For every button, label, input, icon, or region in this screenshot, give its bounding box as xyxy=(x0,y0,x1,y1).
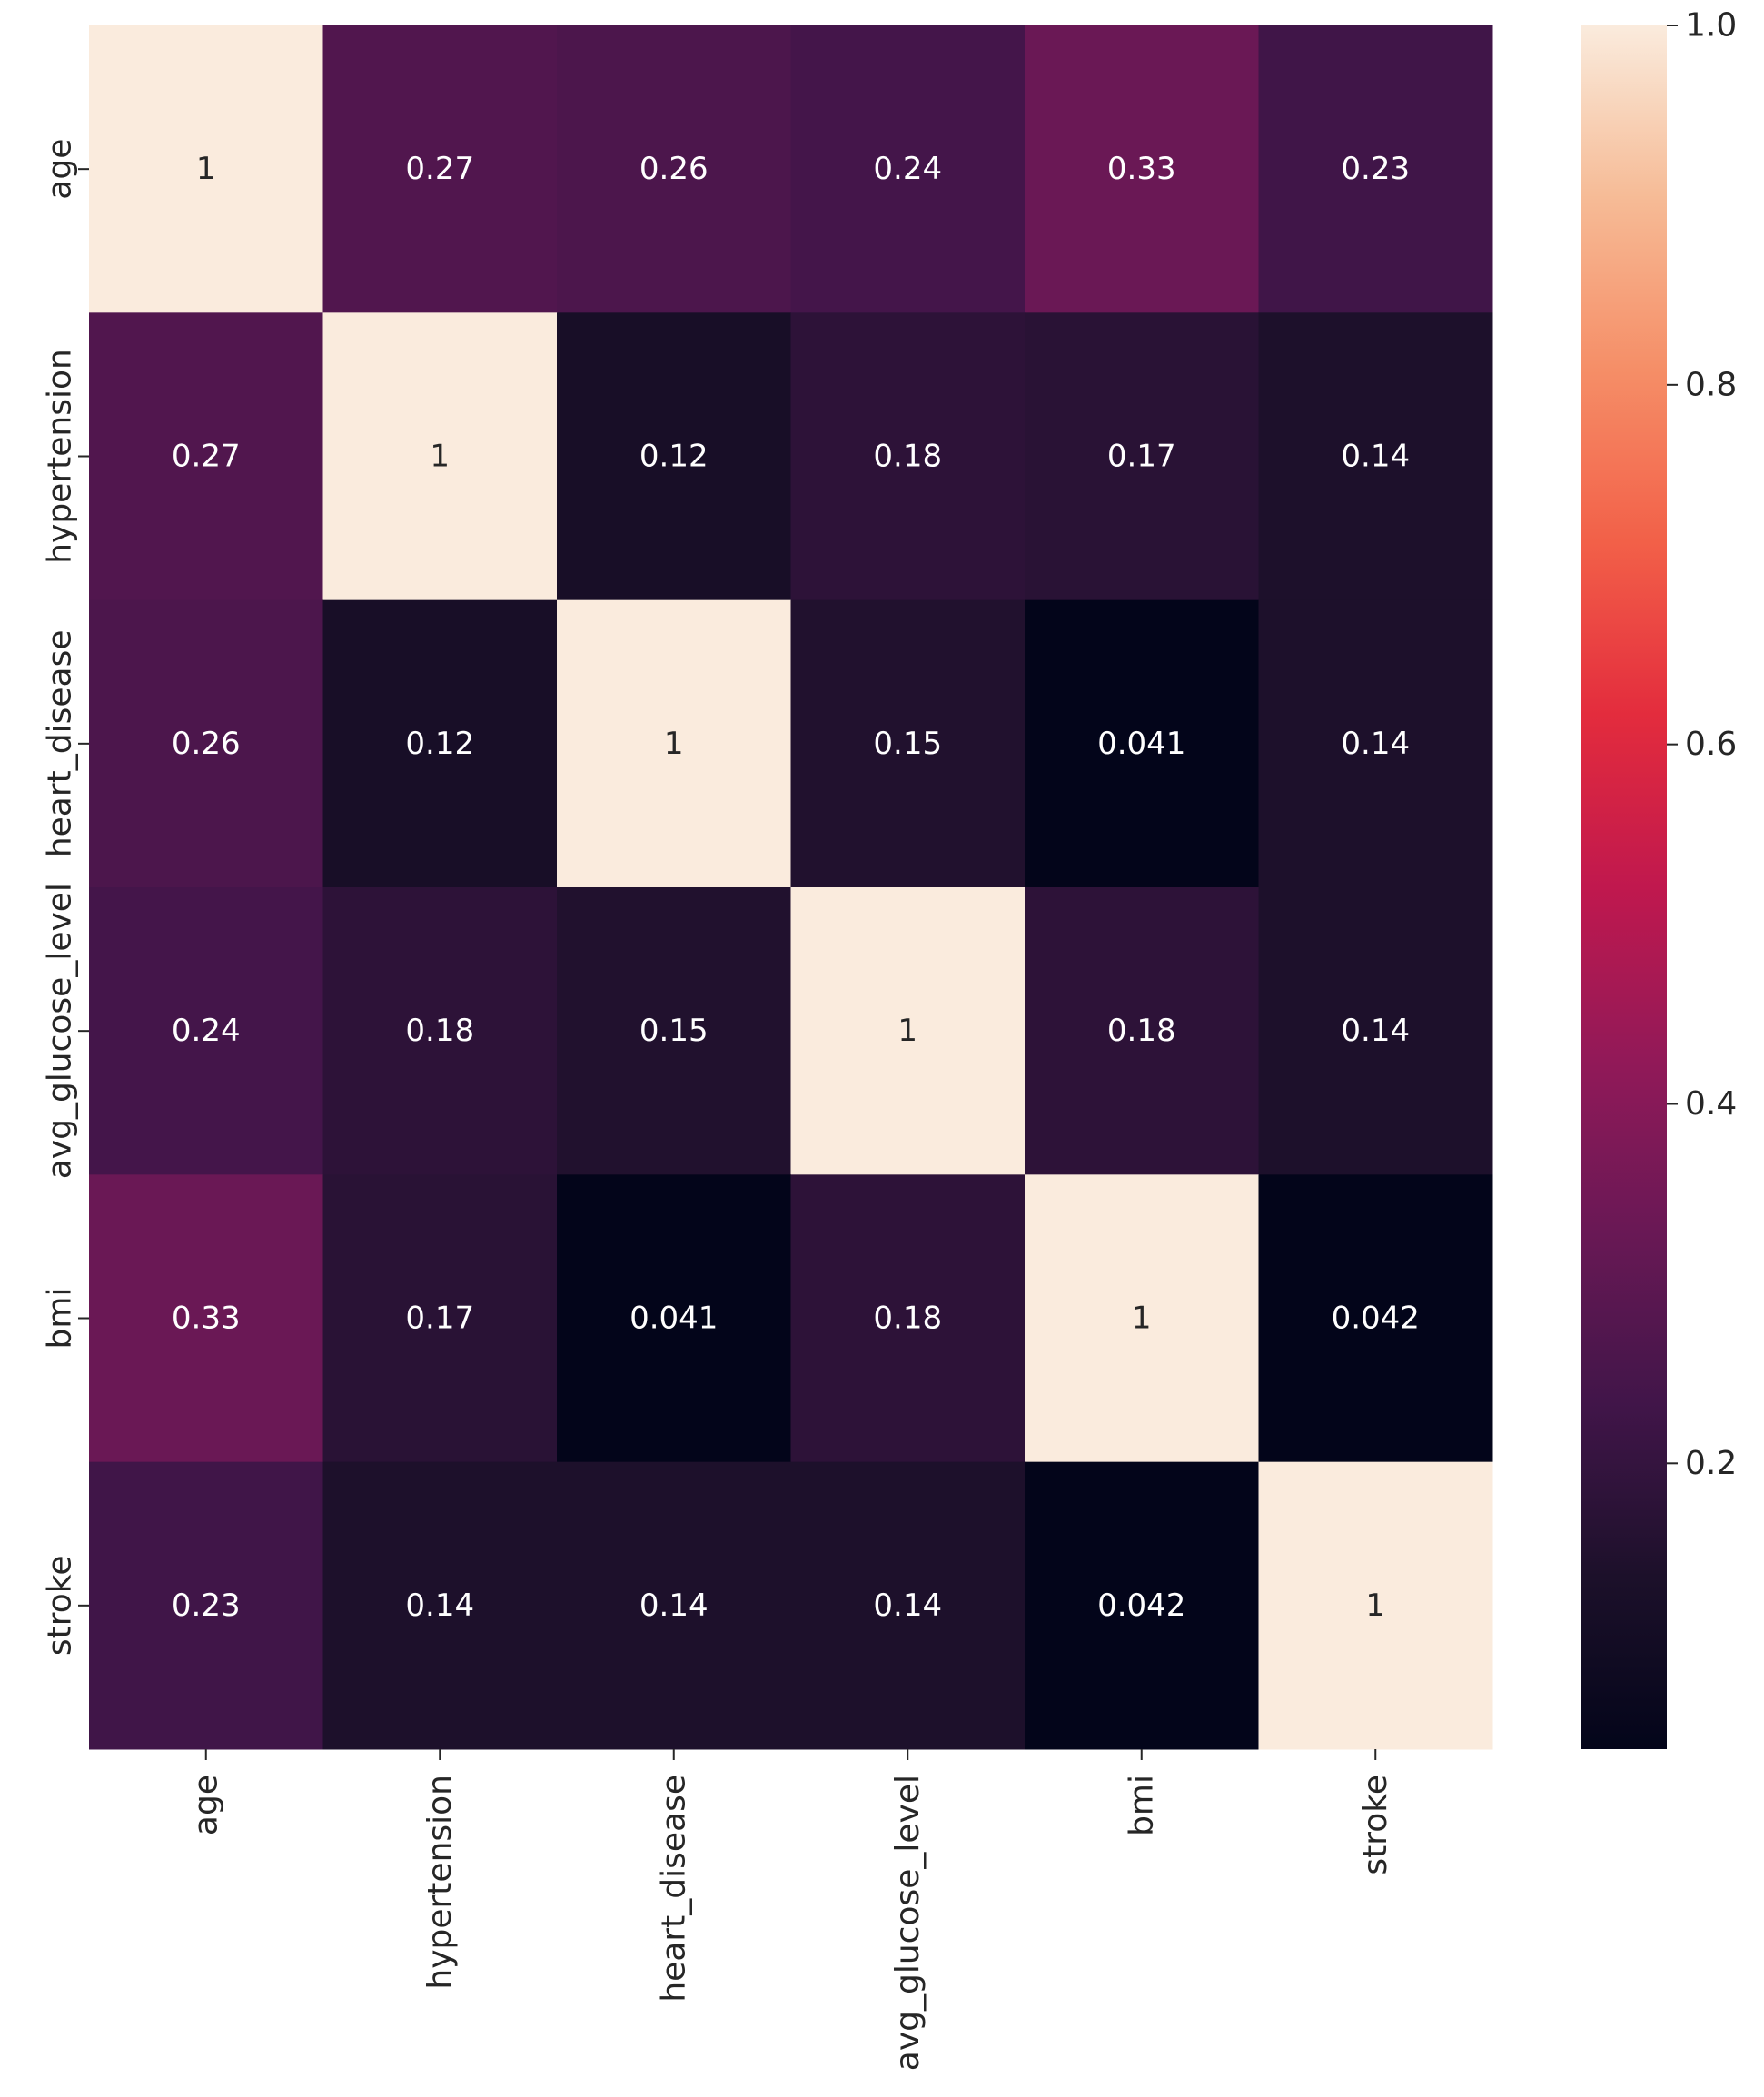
cell-annotation: 0.17 xyxy=(405,1301,474,1337)
heatmap-cell-stroke-heart_disease xyxy=(557,1461,791,1750)
heatmap-cell-bmi-bmi xyxy=(1025,1174,1259,1463)
cell-annotation: 0.14 xyxy=(1341,726,1410,762)
heatmap-cell-bmi-avg_glucose_level xyxy=(790,1174,1026,1463)
colorbar-tick-label: 0.4 xyxy=(1685,1085,1737,1123)
cell-annotation: 0.042 xyxy=(1332,1301,1420,1337)
heatmap-cell-hypertension-heart_disease xyxy=(557,312,791,601)
cell-annotation: 0.24 xyxy=(172,1013,241,1049)
cell-annotation: 0.14 xyxy=(1341,439,1410,475)
heatmap-cell-stroke-avg_glucose_level xyxy=(790,1461,1026,1750)
heatmap-cell-age-bmi xyxy=(1025,25,1259,313)
cell-annotation: 0.15 xyxy=(873,726,942,762)
cell-annotation: 1 xyxy=(1365,1588,1385,1624)
x-tick-label-bmi: bmi xyxy=(1123,1775,1160,1836)
cell-annotation: 1 xyxy=(1132,1301,1152,1337)
cell-annotation: 0.33 xyxy=(1107,151,1176,187)
x-tick-label-stroke: stroke xyxy=(1357,1775,1394,1875)
y-tick-label-heart_disease: heart_disease xyxy=(42,629,79,857)
heatmap-cell-age-age xyxy=(89,25,323,313)
heatmap-cell-avg_glucose_level-bmi xyxy=(1025,887,1259,1175)
heatmap-cell-avg_glucose_level-avg_glucose_level xyxy=(790,887,1026,1175)
heatmap-cell-avg_glucose_level-age xyxy=(89,887,323,1175)
cell-annotation: 1 xyxy=(897,1013,917,1049)
heatmap-cell-hypertension-hypertension xyxy=(322,312,558,601)
heatmap-cell-heart_disease-hypertension xyxy=(322,599,558,888)
x-tick-label-avg_glucose_level: avg_glucose_level xyxy=(889,1775,927,2071)
heatmap-cell-bmi-heart_disease xyxy=(557,1174,791,1463)
cell-annotation: 0.26 xyxy=(639,151,709,187)
cell-annotation: 0.24 xyxy=(873,151,942,187)
heatmap-cells xyxy=(89,25,1493,1750)
cell-annotation: 0.18 xyxy=(405,1013,474,1049)
cell-annotation: 0.27 xyxy=(405,151,474,187)
heatmap-cell-heart_disease-age xyxy=(89,599,323,888)
heatmap-cell-stroke-bmi xyxy=(1025,1461,1259,1750)
heatmap-cell-stroke-stroke xyxy=(1258,1461,1493,1750)
cell-annotation: 1 xyxy=(664,726,684,762)
cell-annotation: 0.12 xyxy=(639,439,709,475)
colorbar-tick-label: 0.2 xyxy=(1685,1445,1737,1482)
cell-annotation: 0.14 xyxy=(873,1588,942,1624)
colorbar-tick-label: 0.6 xyxy=(1685,726,1737,763)
cell-annotation: 0.17 xyxy=(1107,439,1176,475)
cell-annotation: 0.15 xyxy=(639,1013,709,1049)
cell-annotation: 1 xyxy=(430,439,450,475)
heatmap-cell-bmi-hypertension xyxy=(322,1174,558,1463)
heatmap-cell-stroke-age xyxy=(89,1461,323,1750)
y-axis-labels: age hypertension heart_disease avg_glucose_… xyxy=(42,139,89,1657)
cell-annotation: 0.23 xyxy=(172,1588,241,1624)
cell-annotation: 0.23 xyxy=(1341,151,1410,187)
heatmap-cell-stroke-hypertension xyxy=(322,1461,558,1750)
heatmap-cell-age-hypertension xyxy=(322,25,558,313)
heatmap-cell-age-stroke xyxy=(1258,25,1493,313)
cell-annotation: 0.14 xyxy=(405,1588,474,1624)
cell-annotations: 1 0.27 0.26 0.24 0.33 0.23 0.27 1 0.12 0.18 0.17 0.… xyxy=(172,151,1420,1624)
y-tick-label-bmi: bmi xyxy=(42,1288,79,1350)
cell-annotation: 0.12 xyxy=(405,726,474,762)
cell-annotation: 0.26 xyxy=(172,726,241,762)
y-tick-label-hypertension: hypertension xyxy=(42,349,79,564)
cell-annotation: 1 xyxy=(196,151,216,187)
heatmap-cell-age-heart_disease xyxy=(557,25,791,313)
cell-annotation: 0.041 xyxy=(629,1301,718,1337)
cell-annotation: 0.18 xyxy=(1107,1013,1176,1049)
cell-annotation: 0.14 xyxy=(1341,1013,1410,1049)
heatmap-cell-heart_disease-bmi xyxy=(1025,599,1259,888)
colorbar-gradient xyxy=(1581,25,1667,1749)
y-tick-label-stroke: stroke xyxy=(42,1556,79,1657)
x-axis-labels: age hypertension heart_disease avg_glucose_… xyxy=(187,1749,1394,2071)
heatmap-cell-hypertension-age xyxy=(89,312,323,601)
heatmap-cell-avg_glucose_level-hypertension xyxy=(322,887,558,1175)
cell-annotation: 0.27 xyxy=(172,439,241,475)
heatmap-cell-bmi-stroke xyxy=(1258,1174,1493,1463)
heatmap-cell-heart_disease-stroke xyxy=(1258,599,1493,888)
x-tick-label-heart_disease: heart_disease xyxy=(655,1775,692,2003)
cell-annotation: 0.33 xyxy=(172,1301,241,1337)
heatmap-cell-hypertension-avg_glucose_level xyxy=(790,312,1026,601)
heatmap-cell-avg_glucose_level-heart_disease xyxy=(557,887,791,1175)
heatmap-cell-hypertension-stroke xyxy=(1258,312,1493,601)
colorbar-tick-label: 0.8 xyxy=(1685,366,1737,403)
cell-annotation: 0.18 xyxy=(873,1301,942,1337)
heatmap-cell-heart_disease-avg_glucose_level xyxy=(790,599,1026,888)
cell-annotation: 0.14 xyxy=(639,1588,709,1624)
y-tick-label-age: age xyxy=(42,139,79,200)
heatmap-cell-hypertension-bmi xyxy=(1025,312,1259,601)
heatmap-cell-bmi-age xyxy=(89,1174,323,1463)
cell-annotation: 0.041 xyxy=(1097,726,1185,762)
heatmap-cell-avg_glucose_level-stroke xyxy=(1258,887,1493,1175)
colorbar-tick-label: 1.0 xyxy=(1685,7,1737,45)
colorbar: 0.2 0.4 0.6 0.8 1.0 xyxy=(1581,7,1737,1749)
heatmap-cell-heart_disease-heart_disease xyxy=(557,599,791,888)
y-tick-label-avg_glucose_level: avg_glucose_level xyxy=(42,883,79,1179)
x-tick-label-age: age xyxy=(187,1775,224,1835)
cell-annotation: 0.18 xyxy=(873,439,942,475)
x-tick-label-hypertension: hypertension xyxy=(421,1775,459,1990)
heatmap-cell-age-avg_glucose_level xyxy=(790,25,1026,313)
cell-annotation: 0.042 xyxy=(1097,1588,1185,1624)
